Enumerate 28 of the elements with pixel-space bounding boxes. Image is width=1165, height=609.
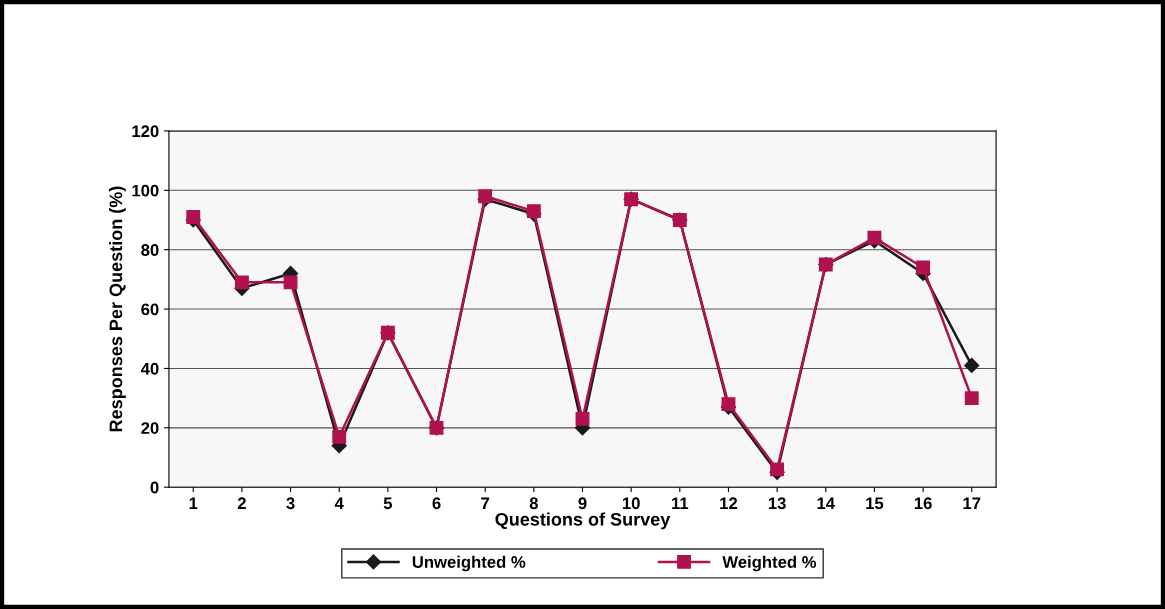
x-tick-label: 6 xyxy=(432,497,441,510)
y-tick-label: 60 xyxy=(141,303,159,316)
y-tick-label: 120 xyxy=(132,125,159,138)
x-tick-label: 12 xyxy=(720,497,738,509)
x-tick-label: 13 xyxy=(768,497,786,510)
x-tick-label: 1 xyxy=(189,497,198,509)
x-tick-label: 10 xyxy=(622,497,640,510)
x-tick-label: 4 xyxy=(334,497,344,509)
x-tick-label: 16 xyxy=(914,497,932,510)
y-tick-label: 80 xyxy=(141,244,159,256)
y-tick-label: 100 xyxy=(132,184,159,197)
x-tick-label: 2 xyxy=(237,497,246,509)
y-axis-title: Responses Per Question (%) xyxy=(109,186,126,432)
y-tick-label: 0 xyxy=(150,481,159,494)
x-tick-label: 14 xyxy=(817,497,835,509)
x-tick-label: 7 xyxy=(481,497,490,509)
x-tick-label: 11 xyxy=(672,497,689,509)
x-tick-label: 8 xyxy=(529,497,538,510)
x-axis-title: Questions of Survey xyxy=(495,512,671,530)
x-tick-label: 3 xyxy=(286,497,295,510)
y-tick-label: 20 xyxy=(141,422,159,435)
x-tick-label: 9 xyxy=(578,497,587,510)
x-tick-label: 15 xyxy=(866,497,884,510)
x-tick-label: 17 xyxy=(963,497,981,509)
legend-label: Unweighted % xyxy=(412,555,526,572)
y-tick-label: 40 xyxy=(140,362,159,375)
x-tick-label: 5 xyxy=(383,497,393,510)
legend-label: Weighted % xyxy=(722,555,817,572)
